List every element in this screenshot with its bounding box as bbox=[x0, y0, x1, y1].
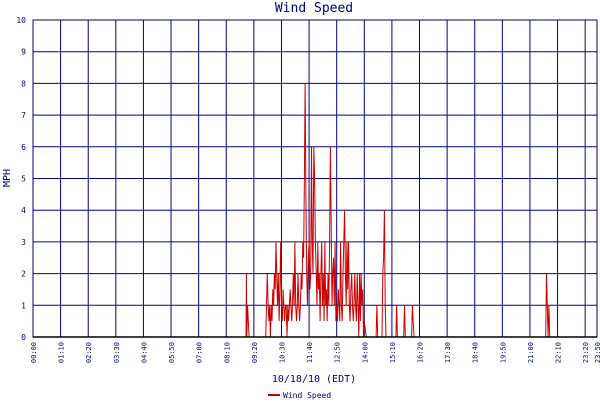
x-axis-label: 10/18/10 (EDT) bbox=[272, 374, 356, 385]
x-tick-label: 00:00 bbox=[30, 342, 38, 363]
y-axis-label: MPH bbox=[2, 169, 13, 187]
series-layer bbox=[33, 83, 597, 338]
x-tick-label: 19:50 bbox=[499, 342, 507, 363]
x-tick-label: 09:20 bbox=[251, 342, 259, 363]
x-tick-label: 03:30 bbox=[113, 342, 121, 363]
x-tick-label: 04:40 bbox=[140, 342, 148, 363]
x-tick-label: 02:20 bbox=[85, 342, 93, 363]
x-tick-label: 08:10 bbox=[223, 342, 231, 363]
x-tick-label: 21:00 bbox=[527, 342, 535, 363]
legend-label: Wind Speed bbox=[283, 391, 331, 400]
chart-title: Wind Speed bbox=[275, 1, 353, 16]
x-tick-label: 01:10 bbox=[58, 342, 66, 363]
y-tick-label: 3 bbox=[21, 238, 26, 247]
y-tick-label: 1 bbox=[21, 301, 26, 310]
x-tick-label: 23:50 bbox=[594, 342, 600, 363]
grid-lines bbox=[32, 19, 598, 338]
x-tick-label: 10:30 bbox=[278, 342, 286, 363]
x-tick-label: 11:40 bbox=[306, 342, 314, 363]
legend: Wind Speed bbox=[268, 391, 331, 400]
y-tick-label: 6 bbox=[21, 143, 26, 152]
x-tick-label: 14:00 bbox=[361, 342, 369, 363]
x-tick-label: 17:30 bbox=[444, 342, 452, 363]
x-tick-label: 05:50 bbox=[168, 342, 176, 363]
y-tick-label: 4 bbox=[21, 206, 26, 215]
x-tick-label: 22:10 bbox=[555, 342, 563, 363]
tick-labels: 0 1 2 3 4 5 6 7 8 9 10 00:00 01:10 02:20 03:30 04:40 05:… bbox=[16, 16, 600, 363]
x-tick-label: 18:40 bbox=[472, 342, 480, 363]
y-tick-label: 7 bbox=[21, 111, 26, 120]
x-tick-label: 12:50 bbox=[334, 342, 342, 363]
y-tick-label: 8 bbox=[21, 79, 26, 88]
y-tick-label: 5 bbox=[21, 175, 26, 184]
y-tick-label: 0 bbox=[21, 333, 26, 342]
x-tick-label: 15:10 bbox=[389, 342, 397, 363]
y-tick-label: 9 bbox=[21, 48, 26, 57]
x-tick-label: 23:20 bbox=[582, 342, 590, 363]
y-tick-label: 10 bbox=[16, 16, 26, 25]
series-line-wind-speed bbox=[33, 83, 597, 338]
y-tick-label: 2 bbox=[21, 270, 26, 279]
x-tick-label: 16:20 bbox=[417, 342, 425, 363]
x-tick-label: 07:00 bbox=[196, 342, 204, 363]
